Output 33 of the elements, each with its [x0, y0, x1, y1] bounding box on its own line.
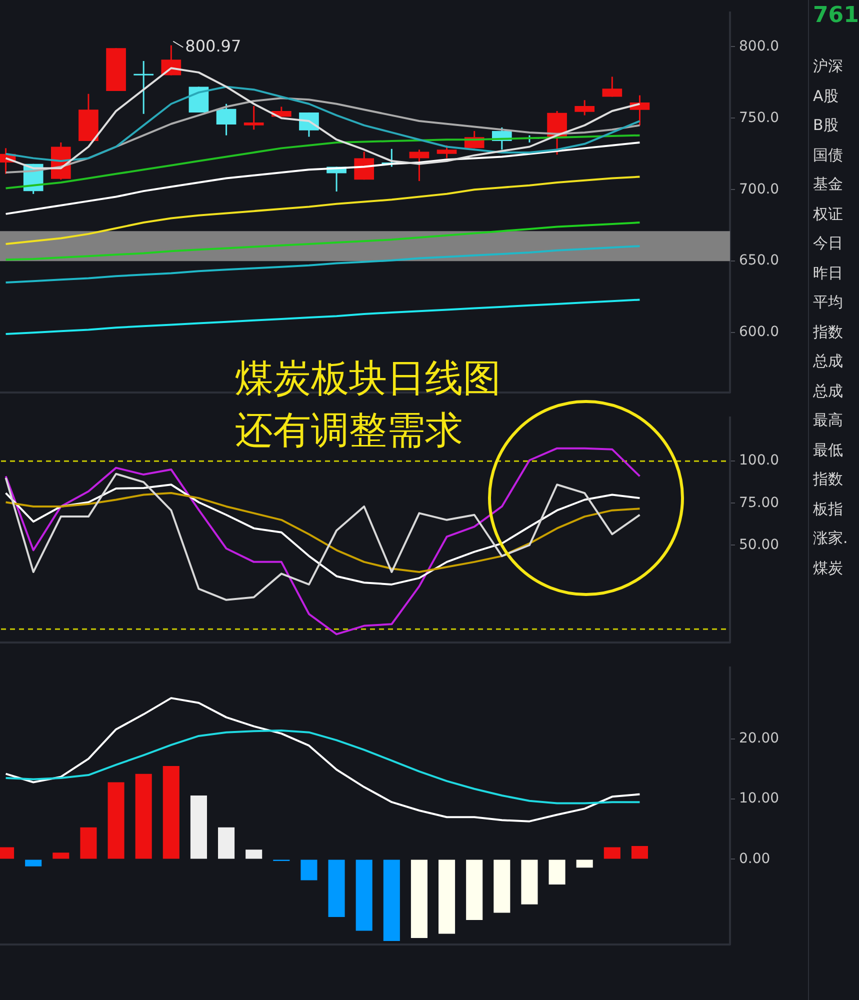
text: 平均: [813, 292, 843, 312]
y-tick-label: 650.0: [739, 252, 780, 269]
text: 昨日: [813, 262, 843, 282]
text: 总成: [813, 380, 843, 400]
text: 基金: [813, 174, 843, 194]
y-tick-label: 50.00: [739, 536, 780, 553]
text: 最高: [813, 410, 843, 430]
text: 最低: [813, 440, 843, 460]
text: B股: [813, 115, 838, 135]
y-tick-label: 0.00: [739, 850, 770, 867]
y-tick-label: 20.00: [739, 730, 780, 747]
text: 沪深: [813, 56, 843, 76]
y-tick-label: 10.00: [739, 790, 780, 807]
text: 指数: [813, 322, 843, 342]
text: 权证: [813, 204, 843, 224]
text: 煤炭: [813, 558, 843, 578]
text: 国债: [813, 144, 843, 164]
text: 今日: [813, 233, 843, 253]
annotation: 还有调整需求: [235, 408, 463, 452]
y-tick-label: 600.0: [739, 324, 780, 340]
annotation: 煤炭板块日线图: [235, 356, 501, 400]
y-tick-label: 800.0: [739, 38, 780, 54]
text: 总成: [813, 351, 843, 371]
y-tick-label: 100.0: [739, 452, 780, 469]
text: 涨家.: [813, 528, 848, 548]
text: 指数: [813, 469, 843, 489]
text: 761: [813, 2, 859, 30]
text: 板指: [813, 498, 843, 518]
y-tick-label: 75.00: [739, 494, 780, 511]
annotation: 800.97: [185, 36, 242, 56]
text: A股: [813, 86, 838, 106]
y-tick-label: 750.0: [739, 110, 780, 126]
y-tick-label: 700.0: [739, 181, 780, 198]
